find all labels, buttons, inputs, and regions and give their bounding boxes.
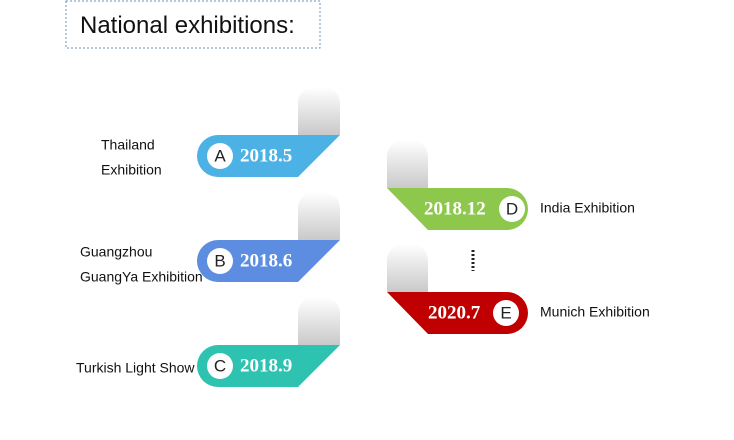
items: A 2018.5 Thailand Exhibition B 2018.6 Guangzho…	[76, 87, 650, 387]
tab	[298, 297, 340, 345]
date: 2018.5	[240, 145, 292, 166]
letter: B	[214, 251, 225, 270]
letter: C	[214, 356, 226, 375]
letter: D	[506, 199, 518, 218]
label: Thailand	[101, 137, 155, 153]
date-band	[197, 135, 340, 177]
date: 2020.7	[428, 302, 481, 323]
date-band	[197, 345, 340, 387]
date-band	[387, 292, 528, 334]
label: Guangzhou	[80, 244, 152, 260]
tab	[387, 244, 428, 292]
date: 2018.9	[240, 355, 292, 376]
date-band	[387, 188, 528, 230]
date: 2018.12	[424, 198, 486, 219]
letter-circle	[207, 353, 233, 379]
tab	[298, 192, 340, 240]
label: GuangYa Exhibition	[80, 269, 203, 285]
tab	[387, 140, 428, 188]
title: National exhibitions:	[80, 12, 295, 39]
label: Exhibition	[101, 162, 162, 178]
tab	[298, 87, 340, 135]
letter: A	[214, 146, 226, 165]
label: India Exhibition	[540, 200, 635, 216]
date: 2018.6	[240, 250, 292, 271]
label: Munich Exhibition	[540, 304, 650, 320]
letter-circle	[493, 300, 519, 326]
letter-circle	[207, 248, 233, 274]
date-band	[197, 240, 340, 282]
title-box	[65, 0, 321, 49]
letter-circle	[207, 143, 233, 169]
label: Turkish Light Show	[76, 360, 195, 376]
letter-circle	[499, 196, 525, 222]
letter: E	[500, 303, 511, 322]
